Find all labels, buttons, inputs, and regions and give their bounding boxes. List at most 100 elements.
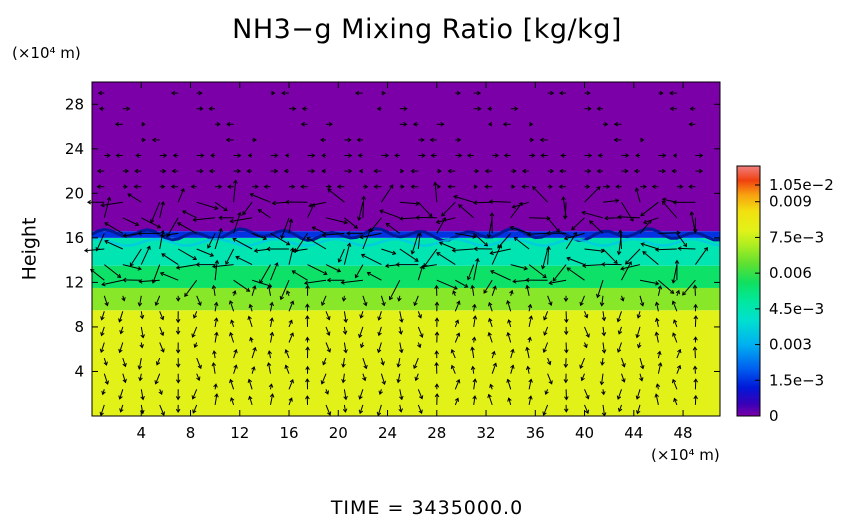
wind-vector <box>373 184 382 189</box>
wind-vector <box>154 295 161 307</box>
vector-head <box>354 90 360 96</box>
wind-vector <box>207 233 216 249</box>
vector-shaft <box>662 200 678 219</box>
vector-shaft <box>214 260 218 281</box>
vector-shaft <box>122 357 126 367</box>
vector-shaft <box>129 248 142 267</box>
wind-vector <box>399 389 404 401</box>
x-tick-label: 36 <box>526 424 545 442</box>
vector-head <box>123 184 128 189</box>
vector-shaft <box>618 404 622 412</box>
vector-head <box>323 270 328 276</box>
vector-shaft <box>453 195 474 203</box>
wind-vector <box>596 168 603 174</box>
vector-head <box>618 229 623 234</box>
vector-head <box>627 261 632 266</box>
wind-vector <box>584 404 590 415</box>
wind-vector <box>571 217 585 231</box>
wind-vector <box>377 311 382 321</box>
wind-vector <box>321 168 326 174</box>
vector-head <box>616 348 622 353</box>
vector-shaft <box>150 202 161 223</box>
vector-head <box>585 395 590 400</box>
wind-vector <box>491 285 497 296</box>
wind-vector <box>118 389 124 400</box>
wind-vector <box>674 259 680 281</box>
wind-vector <box>651 184 659 189</box>
vector-shaft <box>270 394 274 405</box>
wind-vector <box>305 336 310 343</box>
wind-vector <box>640 242 659 250</box>
wind-vector <box>566 256 585 266</box>
wind-vector <box>259 264 271 284</box>
wind-vector <box>127 193 142 203</box>
vector-shaft <box>564 202 567 219</box>
wind-vector <box>563 404 569 413</box>
vector-shaft <box>359 389 364 400</box>
vector-shaft <box>176 264 197 269</box>
wind-vector <box>342 326 348 335</box>
wind-vector <box>211 362 217 374</box>
wind-vector <box>325 326 331 336</box>
vector-shaft <box>527 366 530 374</box>
vector-head <box>510 364 515 369</box>
vector-head <box>211 264 217 269</box>
vector-shaft <box>193 311 198 319</box>
vector-head <box>192 409 197 414</box>
vector-head <box>291 184 296 189</box>
vector-head <box>453 194 458 200</box>
vector-shaft <box>192 404 198 414</box>
vector-shaft <box>582 211 604 219</box>
vector-shaft <box>488 394 493 406</box>
vector-shaft <box>451 349 456 359</box>
vector-shaft <box>325 217 348 224</box>
vector-head <box>693 378 699 383</box>
vector-shaft <box>672 264 678 283</box>
vector-shaft <box>361 254 382 266</box>
wind-vector <box>640 137 645 143</box>
vector-shaft <box>657 351 661 359</box>
vector-head <box>484 184 489 189</box>
vector-head <box>249 193 254 198</box>
vector-head <box>503 153 508 158</box>
vector-head <box>692 365 698 370</box>
wind-vector <box>214 331 219 343</box>
wind-vector <box>344 168 353 174</box>
vector-shaft <box>491 363 497 374</box>
wind-vector <box>175 358 181 368</box>
wind-vector <box>563 373 569 384</box>
wind-vector <box>356 137 363 143</box>
vector-head <box>229 218 234 224</box>
vector-head <box>209 252 215 257</box>
vector-shaft <box>678 247 696 250</box>
vector-head <box>180 187 185 193</box>
vector-shaft <box>308 201 327 207</box>
wind-vector <box>138 373 143 382</box>
vector-head <box>385 223 390 228</box>
wind-vector <box>620 295 625 302</box>
vector-head <box>252 346 257 352</box>
wind-vector <box>246 168 253 174</box>
wind-vector <box>547 168 555 174</box>
wind-vector <box>184 279 198 298</box>
vector-head <box>268 383 274 388</box>
vector-head <box>525 365 531 371</box>
vector-head <box>532 186 537 191</box>
vector-shaft <box>104 240 124 250</box>
vector-head <box>384 263 390 269</box>
wind-vector <box>233 153 242 158</box>
wind-vector <box>671 168 677 174</box>
vector-head <box>662 153 667 158</box>
vector-shaft <box>250 193 271 203</box>
vector-shaft <box>526 285 530 296</box>
vector-head <box>698 168 704 174</box>
vector-shaft <box>620 264 641 270</box>
vector-shaft <box>360 311 364 319</box>
wind-vector <box>233 364 238 374</box>
vector-shaft <box>471 285 475 296</box>
vector-shaft <box>177 222 197 234</box>
wind-vector <box>140 245 151 265</box>
wind-vector <box>325 342 331 353</box>
vector-shaft <box>656 318 659 328</box>
wind-vector <box>311 226 327 234</box>
